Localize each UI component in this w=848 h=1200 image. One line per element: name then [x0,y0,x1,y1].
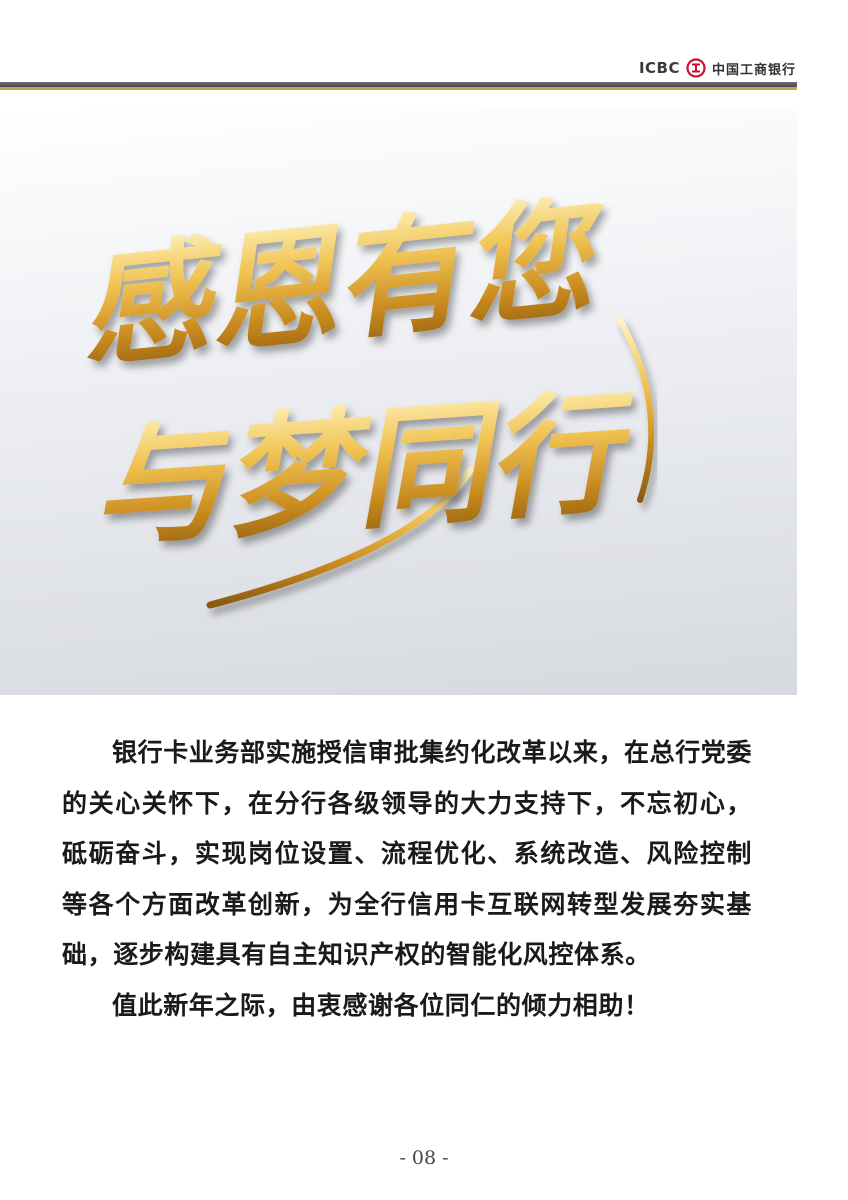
banner-calligraphy: 感恩有您 与梦同行 [73,181,655,609]
brand-header: ICBC 中国工商银行 [639,58,796,78]
banner-image: 感恩有您 与梦同行 [0,110,797,695]
brush-stroke-decoration [206,466,474,609]
brand-full-name: 中国工商银行 [711,62,796,78]
header-divider-gold [0,87,797,90]
paragraph-2: 值此新年之际，由衷感谢各位同仁的倾力相助！ [112,990,650,1020]
page-number: - 08 - [399,1147,449,1169]
brush-stroke-decoration [617,317,655,503]
header-divider-grey [0,82,797,87]
brand-short-name: ICBC [638,59,680,77]
banner-title-line1: 感恩有您 [73,181,618,386]
article-body: 银行卡业务部实施授信审批集约化改革以来，在总行党委的关心关怀下，在分行各级领导的… [62,728,752,1031]
banner-title-line2: 与梦同行 [86,374,642,567]
paragraph-1: 银行卡业务部实施授信审批集约化改革以来，在总行党委的关心关怀下，在分行各级领导的… [62,738,753,969]
icbc-logo-icon [686,58,706,78]
